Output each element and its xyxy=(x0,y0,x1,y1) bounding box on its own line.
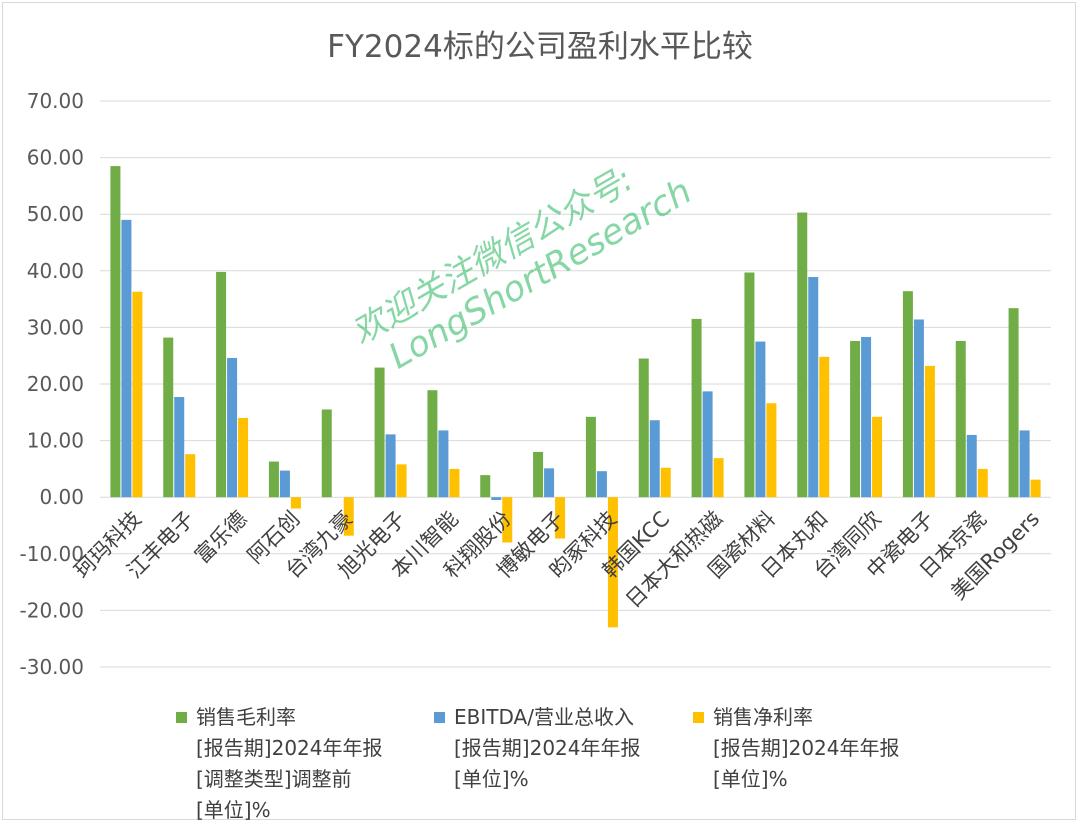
bar-series-1 xyxy=(638,358,649,498)
bar-series-1 xyxy=(321,409,332,498)
bar-series-2 xyxy=(1019,430,1030,498)
bar-series-1 xyxy=(797,212,808,498)
legend-label-net-margin: 销售净利率 [报告期]2024年年报 [单位]% xyxy=(713,705,900,791)
y-tick-label: -30.00 xyxy=(20,655,84,679)
legend-label-ebitda: EBITDA/营业总收入 [报告期]2024年年报 [单位]% xyxy=(454,705,641,791)
bar-series-1 xyxy=(110,166,121,498)
bar-series-2 xyxy=(174,397,185,498)
bar-series-3 xyxy=(660,467,671,498)
y-tick-label: -10.00 xyxy=(20,542,84,566)
x-tick-label: 富乐德 xyxy=(190,507,252,569)
bar-series-3 xyxy=(607,497,618,628)
bar-series-3 xyxy=(872,416,883,498)
y-tick-label: 70.00 xyxy=(27,89,84,113)
bar-series-3 xyxy=(449,468,460,498)
legend-label-gross-margin: 销售毛利率 [报告期]2024年年报 [调整类型]调整前 [单位]% xyxy=(196,705,383,822)
legend-item-net-margin: 销售净利率 [报告期]2024年年报 [单位]% xyxy=(693,702,900,795)
bar-series-2 xyxy=(385,434,396,498)
bar-series-3 xyxy=(555,497,566,539)
bar-series-1 xyxy=(902,291,913,498)
legend-swatch-ebitda xyxy=(434,712,445,723)
y-tick-label: 0.00 xyxy=(39,485,84,509)
bar-series-1 xyxy=(374,367,385,498)
bar-series-2 xyxy=(755,341,766,498)
bar-series-2 xyxy=(808,277,819,498)
y-tick-label: 50.00 xyxy=(27,202,84,226)
bar-series-1 xyxy=(533,451,544,498)
bar-series-1 xyxy=(955,340,966,498)
bar-series-2 xyxy=(966,434,977,498)
legend-swatch-gross-margin xyxy=(176,712,187,723)
bar-series-3 xyxy=(132,291,143,498)
bar-series-2 xyxy=(702,391,713,498)
bar-series-3 xyxy=(977,468,988,498)
bar-series-2 xyxy=(279,470,290,498)
bar-series-1 xyxy=(691,318,702,498)
bar-series-1 xyxy=(163,337,174,498)
bar-series-2 xyxy=(913,319,924,498)
bar-series-3 xyxy=(1030,479,1041,498)
y-tick-label: -20.00 xyxy=(20,598,84,622)
bar-series-3 xyxy=(343,497,354,536)
bar-series-2 xyxy=(121,219,132,498)
y-axis-labels: 70.00 60.00 50.00 40.00 30.00 20.00 10.00 0.00 -… xyxy=(20,89,84,679)
bar-series-3 xyxy=(396,464,407,498)
y-tick-label: 30.00 xyxy=(27,315,84,339)
bar-series-2 xyxy=(227,357,238,498)
bar-series-2 xyxy=(544,468,555,498)
bar-series-3 xyxy=(185,454,196,498)
bar-series-1 xyxy=(480,475,491,498)
bar-series-3 xyxy=(238,417,249,498)
y-tick-label: 40.00 xyxy=(27,259,84,283)
chart-title: FY2024标的公司盈利水平比较 xyxy=(327,29,753,65)
legend-item-gross-margin: 销售毛利率 [报告期]2024年年报 [调整类型]调整前 [单位]% xyxy=(176,702,383,826)
bar-series-1 xyxy=(850,340,861,498)
bar-series-1 xyxy=(216,271,227,498)
bar-series-3 xyxy=(290,497,301,509)
bar-series-2 xyxy=(438,430,449,498)
x-axis-labels: 珂玛科技江丰电子富乐德阿石创台湾九豪旭光电子本川智能科翔股份博敏电子昀冢科技韩国… xyxy=(70,507,1045,613)
bar-series-1 xyxy=(427,390,438,498)
bar-series-1 xyxy=(744,272,755,498)
legend-swatch-net-margin xyxy=(693,712,704,723)
bar-series-2 xyxy=(649,420,660,498)
bar-series-2 xyxy=(861,337,872,498)
bar-series-1 xyxy=(268,461,279,498)
bar-series-2 xyxy=(491,497,502,501)
bar-series-3 xyxy=(502,497,513,543)
bar-series-1 xyxy=(1008,308,1019,498)
y-tick-label: 10.00 xyxy=(27,429,84,453)
gridlines xyxy=(100,100,1051,668)
bar-series-1 xyxy=(585,416,596,498)
bar-series-3 xyxy=(766,403,777,498)
y-tick-label: 60.00 xyxy=(27,146,84,170)
legend-item-ebitda: EBITDA/营业总收入 [报告期]2024年年报 [单位]% xyxy=(434,702,641,795)
bar-series-2 xyxy=(596,471,607,498)
bar-series-3 xyxy=(819,356,830,498)
bar-series-3 xyxy=(713,458,724,498)
y-tick-label: 20.00 xyxy=(27,372,84,396)
bar-series-3 xyxy=(924,365,935,498)
bars xyxy=(110,166,1041,628)
